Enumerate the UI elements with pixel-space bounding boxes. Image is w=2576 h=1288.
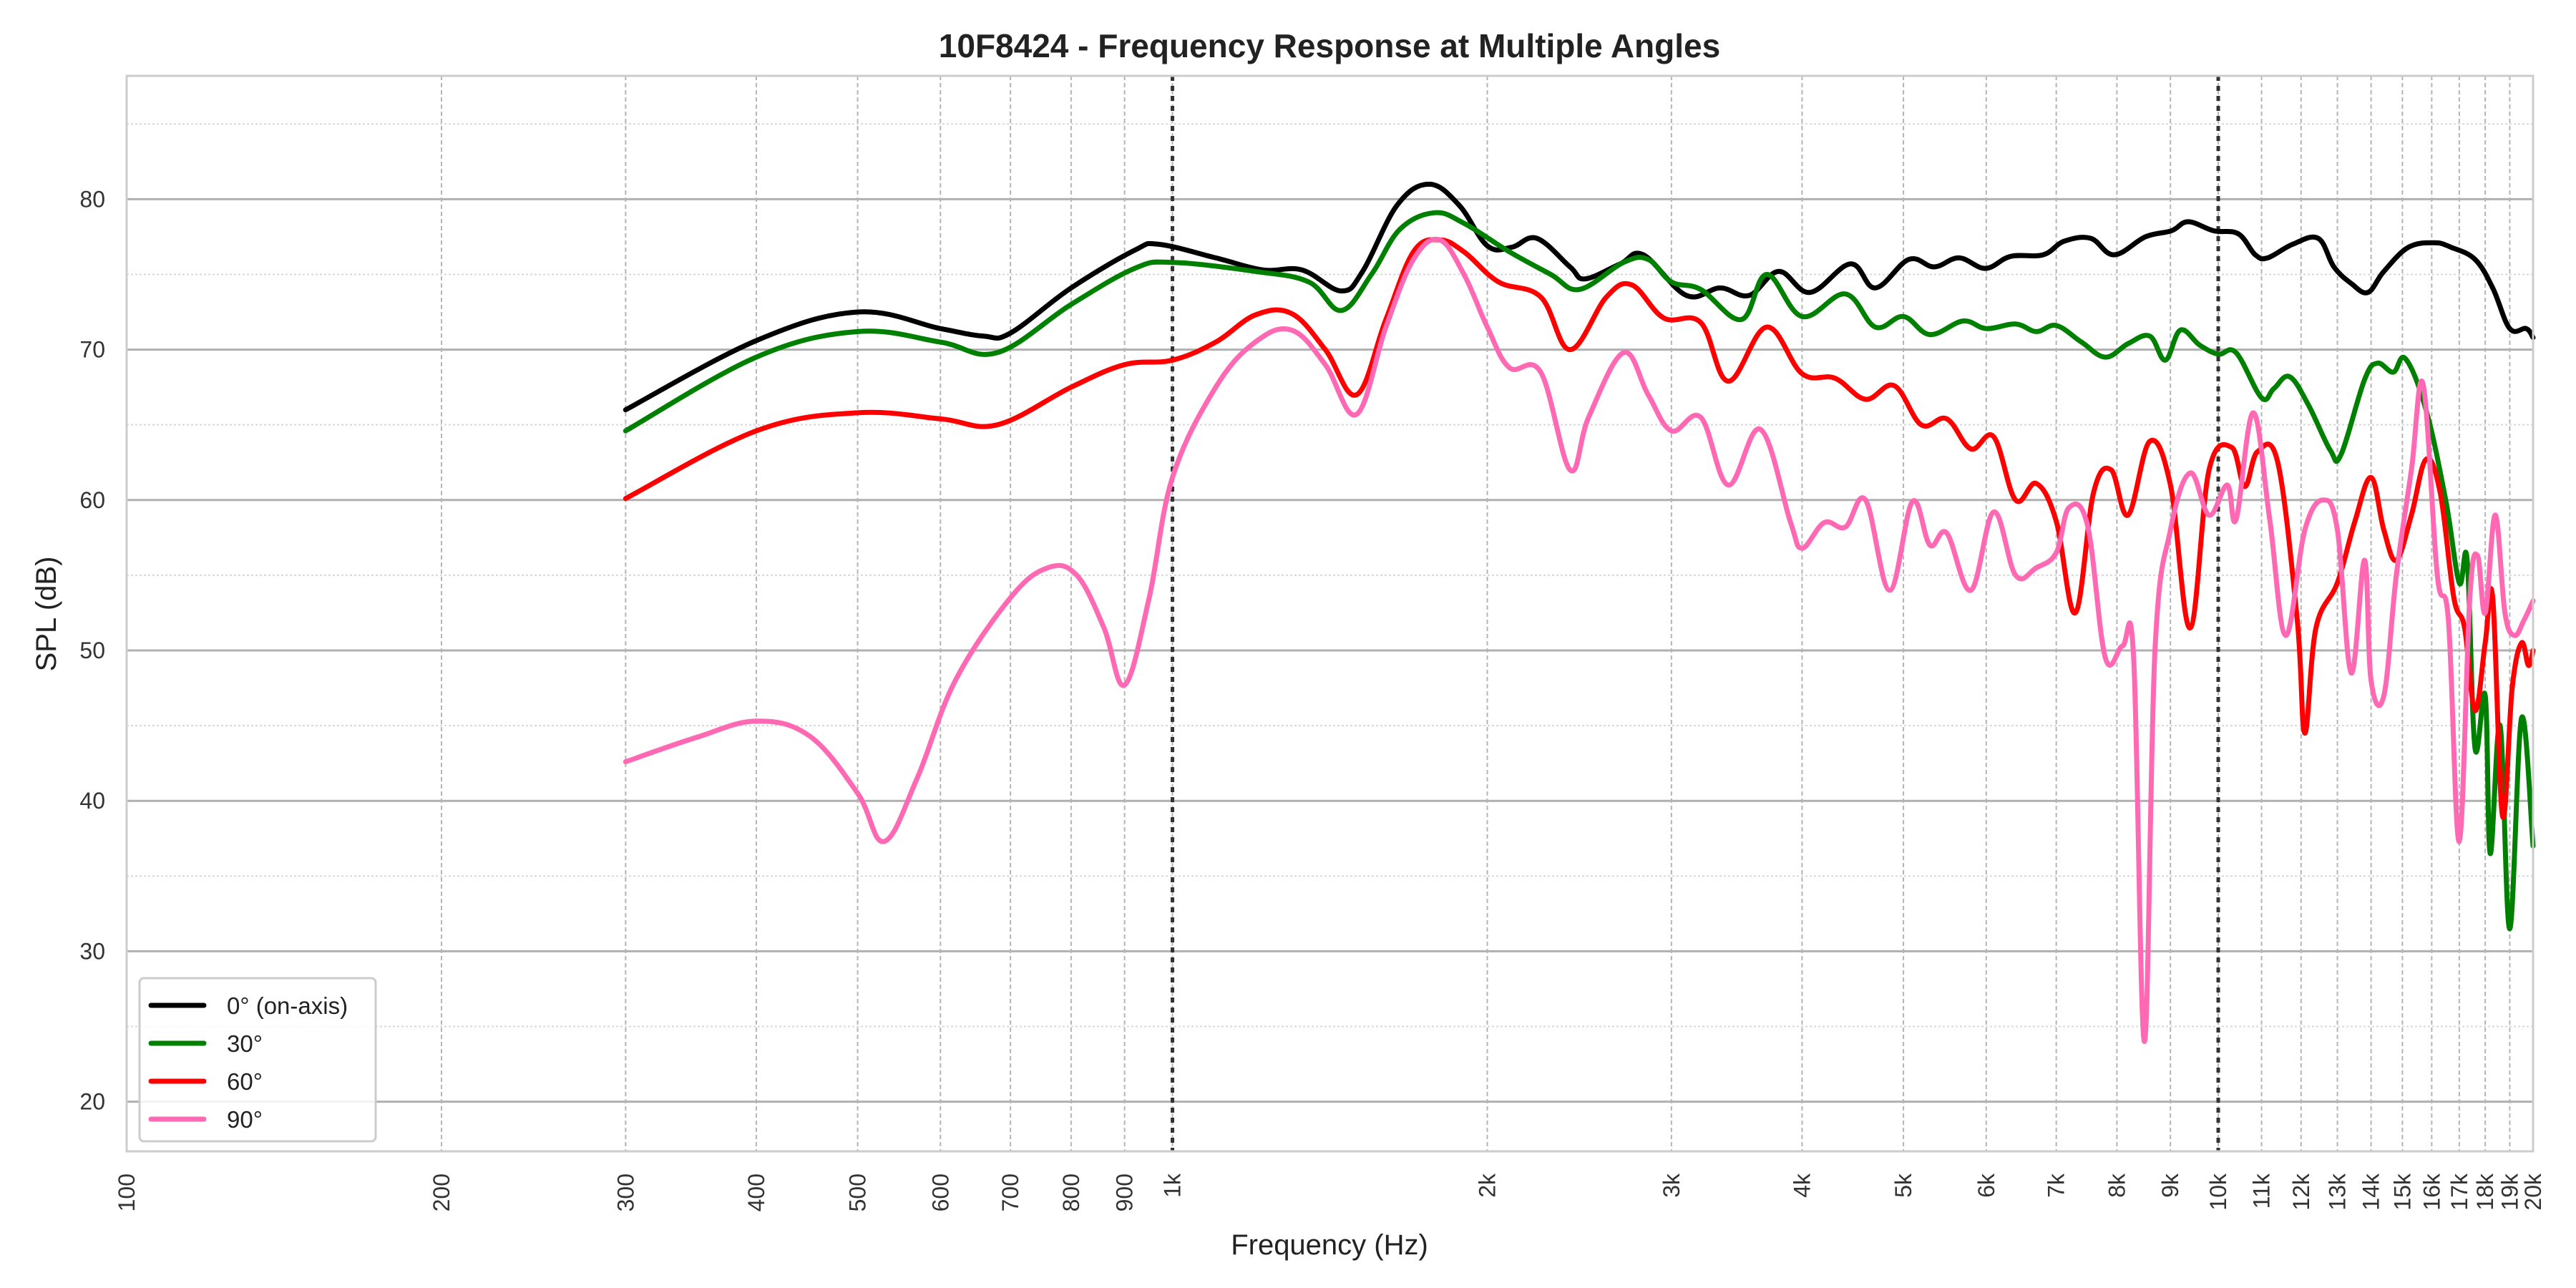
x-tick-labels: 100 200 300 400 500 600 700 800 900 1k 2k 3k 4k 5k 6k 7… <box>114 1173 2546 1211</box>
plot-frame <box>125 74 2534 1153</box>
x-tick-label: 500 <box>845 1174 871 1211</box>
y-tick-label: 20 <box>79 1089 105 1115</box>
y-tick-label: 40 <box>79 788 105 814</box>
legend-label: 0° (on-axis) <box>227 992 348 1019</box>
x-tick-label: 6k <box>1974 1173 1999 1198</box>
legend-box <box>138 977 377 1143</box>
x-tick-label: 800 <box>1058 1174 1084 1211</box>
x-tick-label: 11k <box>2249 1173 2275 1209</box>
x-tick-label: 9k <box>2157 1173 2183 1198</box>
x-tick-label: 19k <box>2497 1173 2522 1211</box>
major-gridlines <box>126 76 2534 1151</box>
x-tick-label: 2k <box>1474 1173 1500 1198</box>
minor-gridlines <box>127 123 2533 1028</box>
x-tick-label: 16k <box>2419 1173 2444 1211</box>
legend: 0° (on-axis) 30° 60° 90° <box>138 977 377 1143</box>
y-tick-label: 30 <box>79 938 105 964</box>
chart-title: 10F8424 - Frequency Response at Multiple… <box>939 27 1720 64</box>
y-tick-labels: 20 30 40 50 60 70 80 <box>79 186 105 1114</box>
x-tick-label: 20k <box>2520 1173 2546 1211</box>
y-tick-label: 60 <box>79 487 105 513</box>
x-axis-label: Frequency (Hz) <box>1231 1229 1428 1261</box>
series-line-3 <box>623 236 2536 1045</box>
x-tick-label: 3k <box>1659 1173 1684 1198</box>
reference-vlines <box>1171 76 2220 1151</box>
x-tick-label: 17k <box>2446 1173 2472 1211</box>
y-axis-label: SPL (dB) <box>31 557 62 672</box>
x-tick-label: 14k <box>2358 1173 2384 1211</box>
x-tick-label: 200 <box>429 1174 454 1211</box>
x-tick-label: 18k <box>2472 1173 2498 1211</box>
series-line-0 <box>623 181 2536 413</box>
x-tick-label: 900 <box>1112 1174 1138 1211</box>
series-line-1 <box>623 210 2536 932</box>
x-tick-label: 4k <box>1789 1173 1815 1198</box>
legend-label: 60° <box>227 1068 263 1095</box>
x-tick-label: 700 <box>997 1174 1023 1211</box>
x-tick-label: 13k <box>2325 1173 2351 1211</box>
x-tick-label: 12k <box>2288 1173 2314 1211</box>
x-tick-label: 600 <box>927 1174 953 1211</box>
x-tick-label: 100 <box>114 1174 140 1211</box>
x-tick-label: 1k <box>1160 1173 1186 1198</box>
x-tick-label: 300 <box>613 1174 638 1211</box>
series-lines <box>623 181 2536 1045</box>
x-tick-label: 5k <box>1890 1173 1916 1198</box>
y-tick-label: 80 <box>79 186 105 212</box>
x-tick-label: 400 <box>743 1174 769 1211</box>
series-line-2 <box>623 237 2536 820</box>
legend-label: 90° <box>227 1106 263 1133</box>
x-tick-label: 8k <box>2104 1173 2129 1198</box>
x-tick-label: 15k <box>2389 1173 2415 1211</box>
legend-label: 30° <box>227 1030 263 1057</box>
x-tick-label: 10k <box>2205 1173 2231 1211</box>
y-tick-label: 70 <box>79 337 105 363</box>
x-tick-label: 7k <box>2044 1173 2069 1198</box>
y-tick-label: 50 <box>79 638 105 663</box>
